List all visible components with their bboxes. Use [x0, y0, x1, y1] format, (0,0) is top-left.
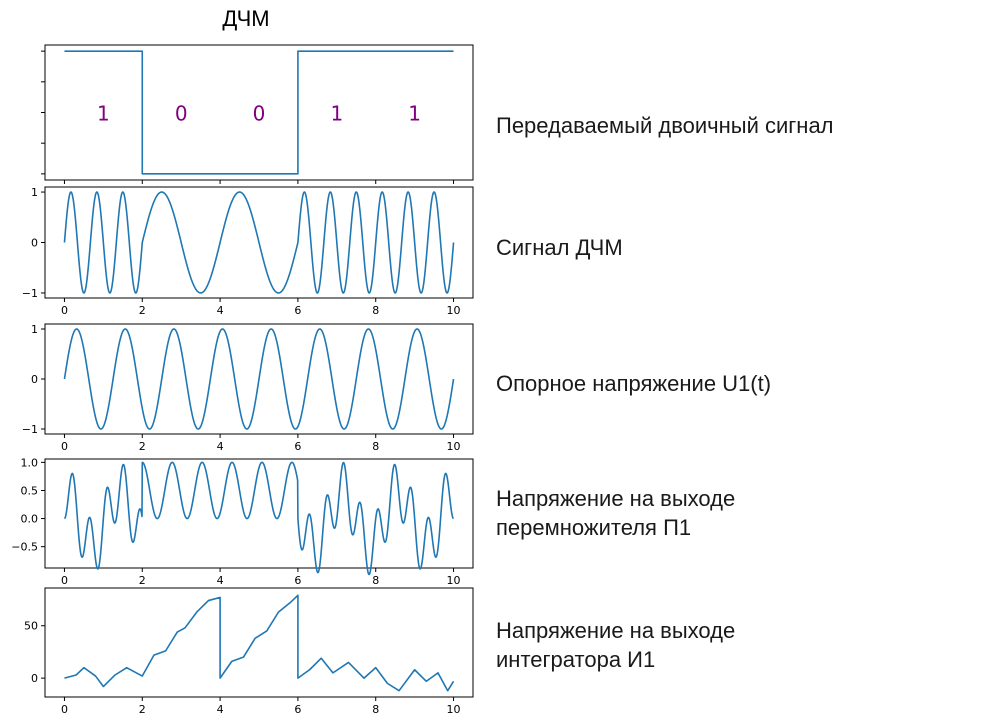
caption-fsk-signal: Сигнал ДЧМ: [496, 233, 623, 262]
x-tick-label: 10: [447, 440, 461, 453]
x-tick-label: 0: [61, 304, 68, 317]
caption-binary-signal: Передаваемый двоичный сигнал: [496, 111, 834, 140]
y-tick-label: −1: [22, 287, 38, 300]
y-tick-label: 0.5: [21, 484, 39, 497]
figure-title: ДЧМ: [222, 6, 270, 31]
caption-line: Напряжение на выходе: [496, 486, 736, 511]
x-tick-label: 4: [217, 703, 224, 716]
x-tick-label: 2: [139, 304, 146, 317]
series-line-3: [63, 328, 455, 430]
caption-line: Сигнал ДЧМ: [496, 235, 623, 260]
y-tick-label: 1: [31, 186, 38, 199]
series-line-5: [64, 594, 455, 692]
x-tick-label: 10: [447, 574, 461, 587]
caption-line: перемножителя П1: [496, 515, 692, 540]
y-tick-label: −1: [22, 423, 38, 436]
series-line-2: [63, 191, 455, 294]
x-tick-label: 6: [294, 703, 301, 716]
y-tick-label: 1: [31, 323, 38, 336]
x-tick-label: 4: [217, 440, 224, 453]
caption-line: Передаваемый двоичный сигнал: [496, 113, 834, 138]
x-tick-label: 6: [294, 304, 301, 317]
x-tick-label: 8: [372, 304, 379, 317]
x-tick-label: 8: [372, 574, 379, 587]
x-tick-label: 2: [139, 574, 146, 587]
y-tick-label: 50: [24, 620, 38, 633]
x-tick-label: 4: [217, 574, 224, 587]
series-line-1: [64, 50, 454, 175]
x-tick-label: 8: [372, 440, 379, 453]
x-tick-label: 4: [217, 304, 224, 317]
caption-line: Опорное напряжение U1(t): [496, 371, 772, 396]
x-tick-label: 8: [372, 703, 379, 716]
x-tick-label: 0: [61, 574, 68, 587]
x-tick-label: 0: [61, 703, 68, 716]
x-tick-label: 2: [139, 703, 146, 716]
y-tick-label: 0: [31, 237, 38, 250]
x-tick-label: 6: [294, 440, 301, 453]
y-tick-label: 0: [31, 373, 38, 386]
axes-frame-4: [44, 458, 474, 569]
y-tick-label: 0: [31, 672, 38, 685]
caption-integrator-output: Напряжение на выходе интегратора И1: [496, 616, 735, 674]
x-tick-label: 10: [447, 703, 461, 716]
x-tick-label: 10: [447, 304, 461, 317]
x-tick-label: 2: [139, 440, 146, 453]
bit-label: 1: [330, 102, 343, 126]
caption-line: Напряжение на выходе: [496, 618, 736, 643]
caption-reference-voltage: Опорное напряжение U1(t): [496, 369, 771, 398]
y-tick-label: 0.0: [21, 513, 39, 526]
y-tick-label: −0.5: [11, 541, 38, 554]
x-tick-label: 0: [61, 440, 68, 453]
caption-line: интегратора И1: [496, 647, 656, 672]
series-line-4: [63, 461, 455, 576]
y-tick-label: 1.0: [21, 456, 39, 469]
x-tick-label: 6: [294, 574, 301, 587]
caption-multiplier-output: Напряжение на выходе перемножителя П1: [496, 484, 735, 542]
bit-label: 0: [175, 102, 188, 126]
bit-label: 1: [97, 102, 110, 126]
axes-frame-5: [44, 587, 474, 698]
bit-label: 0: [253, 102, 266, 126]
bit-label: 1: [408, 102, 421, 126]
